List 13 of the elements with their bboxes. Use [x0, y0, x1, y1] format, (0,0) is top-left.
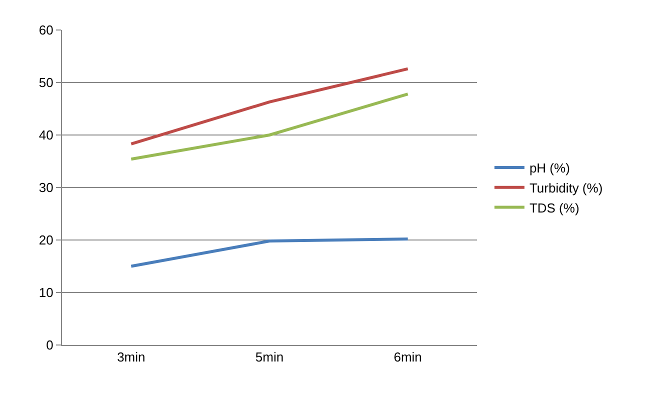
legend-label: Turbidity (%) — [529, 180, 603, 196]
y-tick-label: 40 — [38, 128, 54, 143]
y-tick-label: 10 — [38, 285, 54, 300]
legend-label: TDS (%) — [529, 200, 580, 216]
legend-label: pH (%) — [529, 160, 570, 176]
x-tick-label: 3min — [117, 350, 146, 365]
y-tick-label: 60 — [38, 22, 54, 38]
y-tick-label: 30 — [38, 180, 54, 196]
x-tick-label: 5min — [255, 350, 284, 365]
x-tick-label: 6min — [394, 350, 422, 365]
y-tick-label: 0 — [46, 338, 54, 353]
y-tick-label: 50 — [38, 75, 54, 90]
y-tick-label: 20 — [38, 232, 54, 248]
